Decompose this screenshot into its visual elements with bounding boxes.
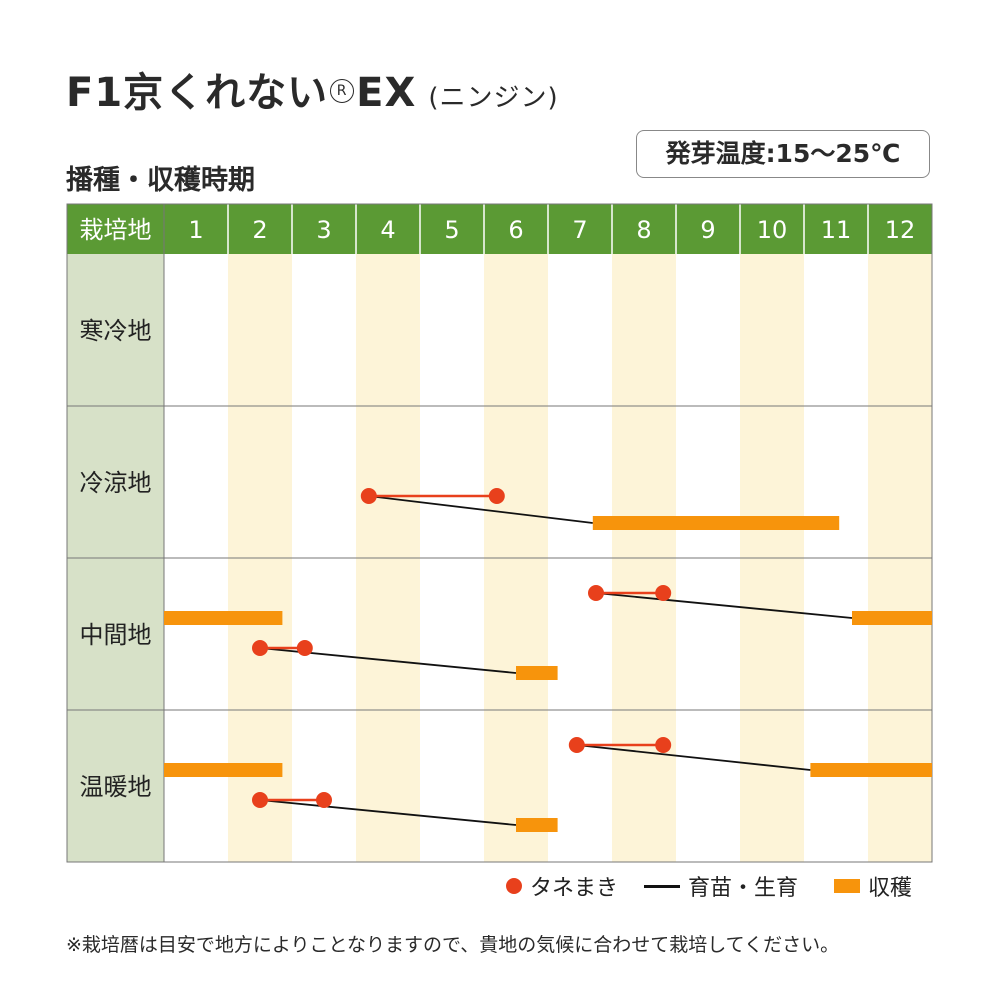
sowing-dot-end [316,792,332,808]
month-label-4: 4 [380,216,395,244]
harvest-legend-icon [834,879,861,893]
month-label-8: 8 [636,216,651,244]
month-label-2: 2 [252,216,267,244]
month-label-1: 1 [188,216,203,244]
harvest-bar [852,611,932,625]
growth-line [368,495,593,524]
harvest-bar [810,763,932,777]
chart-border [66,203,933,863]
region-label: 寒冷地 [80,317,152,345]
month-label-7: 7 [572,216,587,244]
sowing-dot-start [588,585,604,601]
month-label-6: 6 [508,216,523,244]
harvest-bar [516,818,558,832]
region-label: 温暖地 [80,773,152,801]
legend-growth-label: 育苗・生育 [688,876,799,901]
legend-sowing-label: タネまき [530,876,619,901]
sowing-dot-end [655,737,672,753]
harvest-bar [164,763,283,777]
sowing-dot-start [252,640,268,656]
harvest-bar [164,611,283,625]
harvest-bar [516,666,558,680]
harvest-bar [592,516,840,530]
region-label: 中間地 [80,621,152,649]
germination-temperature-box: 発芽温度:15～25℃ [636,130,930,178]
growth-legend-icon [644,884,681,888]
header-region-label: 栽培地 [80,216,152,244]
sowing-dot-start [360,488,377,504]
page-title: F1京くれない R EX (ニンジン) [66,60,559,118]
sowing-dot-start [568,737,585,753]
month-label-3: 3 [316,216,331,244]
month-label-12: 12 [885,216,916,244]
month-label-9: 9 [700,216,715,244]
title-suffix: EX [356,70,417,116]
title-main: F1京くれない [66,70,329,116]
sowing-dot-end [488,488,505,504]
month-label-5: 5 [444,216,459,244]
title-sub: (ニンジン) [428,83,559,113]
header-row-bg [67,204,932,254]
legend: タネまき 育苗・生育 収穫 [506,870,912,902]
sowing-dot-end [296,640,313,656]
sowing-dot-start [252,792,268,808]
sowing-legend-icon [506,878,522,894]
footnote: ※栽培暦は目安で地方によりことなりますので、貴地の気候に合わせて栽培してください… [66,934,840,956]
growth-line [576,744,811,771]
month-label-10: 10 [757,216,788,244]
sowing-dot-end [655,585,672,601]
registered-mark-icon: R [330,79,355,103]
growth-line [259,799,517,826]
month-label-11: 11 [821,216,852,244]
region-label: 冷涼地 [80,469,152,497]
legend-harvest-label: 収穫 [868,876,913,901]
chart-subtitle: 播種・収穫時期 [66,165,255,196]
growth-line [595,592,853,619]
